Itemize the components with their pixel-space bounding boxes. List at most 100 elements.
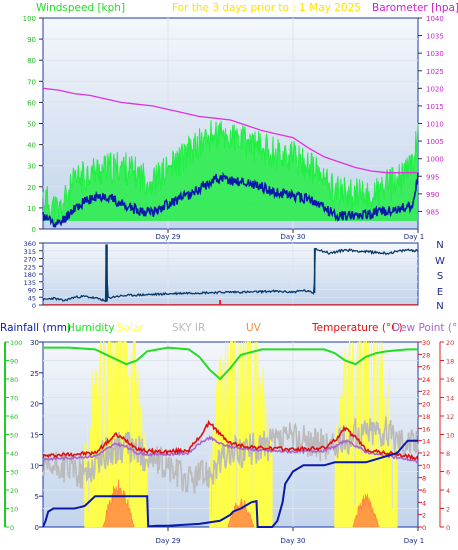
humidity-line xyxy=(43,346,418,381)
compass-label: S xyxy=(437,271,443,282)
temperature-tick-label: 30 xyxy=(422,339,430,347)
compass-label: N xyxy=(436,301,443,312)
x-tick-label: Day 29 xyxy=(156,537,181,545)
windspeed-tick-label: 80 xyxy=(27,57,36,65)
temperature-tick-label: 28 xyxy=(422,351,430,359)
humidity-tick-label: 20 xyxy=(10,487,18,495)
dew-tick-label: 18 xyxy=(446,358,454,366)
direction-tick-label: 225 xyxy=(24,263,36,271)
barometer-line xyxy=(42,87,418,174)
rain-tick-label: 25 xyxy=(30,370,39,378)
barometer-tick-label: 1025 xyxy=(426,68,444,76)
rain-tick-label: 10 xyxy=(30,462,39,470)
direction-tick-label: 45 xyxy=(28,294,36,302)
dew-tick-label: 0 xyxy=(446,524,450,532)
compass-label: W xyxy=(435,256,445,267)
temperature-tick-label: 2 xyxy=(422,512,426,520)
temperature-tick-label: 18 xyxy=(422,413,430,421)
sky-ir-line xyxy=(42,416,419,494)
temperature-tick-label: 10 xyxy=(422,462,430,470)
temperature-tick-label: 24 xyxy=(422,376,430,384)
chart-title: For the 3 days prior to : 1 May 2025 xyxy=(172,2,361,14)
legend-item: Rainfall (mm) xyxy=(0,322,71,334)
barometer-tick-label: 1010 xyxy=(426,121,444,129)
solar-band xyxy=(84,341,148,528)
dew-point-line xyxy=(42,435,419,464)
direction-tick-label: 360 xyxy=(24,240,36,248)
wind-baro-panel: Windspeed [kph] For the 3 days prior to … xyxy=(0,0,458,241)
dew-tick-label: 8 xyxy=(446,450,450,458)
dew-tick-label: 2 xyxy=(446,506,450,514)
dew-tick-label: 6 xyxy=(446,469,450,477)
windspeed-tick-label: 70 xyxy=(27,78,36,86)
humidity-tick-label: 40 xyxy=(10,450,18,458)
dew-tick-label: 4 xyxy=(446,487,450,495)
direction-tick-label: 315 xyxy=(24,248,36,256)
dew-tick-label: 16 xyxy=(446,376,454,384)
x-tick-label: Day 30 xyxy=(281,233,306,241)
humidity-tick-label: 90 xyxy=(10,358,18,366)
temperature-tick-label: 8 xyxy=(422,475,426,483)
uv-band xyxy=(227,498,255,528)
dew-tick-label: 12 xyxy=(446,413,454,421)
legend-item: Solar xyxy=(117,322,144,334)
direction-tick-label: 180 xyxy=(24,271,36,279)
compass-label: E xyxy=(437,287,443,298)
humidity-tick-label: 30 xyxy=(10,469,18,477)
barometer-tick-label: 985 xyxy=(426,208,439,216)
temperature-tick-label: 22 xyxy=(422,388,430,396)
direction-tick-label: 90 xyxy=(28,287,36,295)
legend-item: UV xyxy=(246,322,262,334)
windspeed-tick-label: 40 xyxy=(27,142,36,150)
x-tick-label: Day 29 xyxy=(156,233,181,241)
legend-item: SKY IR xyxy=(172,322,205,334)
humidity-tick-label: 100 xyxy=(10,339,22,347)
rain-tick-label: 15 xyxy=(30,432,39,440)
dew-tick-label: 14 xyxy=(446,395,454,403)
direction-tick-label: 135 xyxy=(24,279,36,287)
humidity-tick-label: 60 xyxy=(10,413,18,421)
barometer-tick-label: 1030 xyxy=(426,50,444,58)
legend-item: Dew Point (°C) xyxy=(392,322,458,334)
barometer-tick-label: 995 xyxy=(426,173,439,181)
barometer-tick-label: 1000 xyxy=(426,156,444,164)
direction-tick-label: 270 xyxy=(24,256,36,264)
windspeed-axis-title: Windspeed [kph] xyxy=(36,2,125,14)
gust-series xyxy=(43,120,418,223)
uv-band xyxy=(102,479,135,528)
temperature-tick-label: 0 xyxy=(422,524,426,532)
windspeed-tick-label: 60 xyxy=(27,99,36,107)
humidity-tick-label: 10 xyxy=(10,506,18,514)
rain-tick-label: 30 xyxy=(30,339,39,347)
average-wind-line xyxy=(42,171,419,228)
windspeed-tick-label: 90 xyxy=(27,36,36,44)
rain-tick-label: 0 xyxy=(35,524,39,532)
uv-band xyxy=(352,493,380,528)
barometer-tick-label: 990 xyxy=(426,191,439,199)
windspeed-tick-label: 30 xyxy=(27,163,36,171)
compass-label: N xyxy=(436,240,443,251)
humidity-tick-label: 50 xyxy=(10,432,18,440)
rain-tick-label: 5 xyxy=(35,493,39,501)
windspeed-tick-label: 10 xyxy=(27,205,36,213)
rainfall-line xyxy=(42,439,418,528)
temperature-tick-label: 6 xyxy=(422,487,426,495)
humidity-tick-label: 80 xyxy=(10,376,18,384)
temperature-tick-label: 26 xyxy=(422,364,430,372)
dew-tick-label: 10 xyxy=(446,432,454,440)
barometer-tick-label: 1005 xyxy=(426,138,444,146)
humidity-tick-label: 0 xyxy=(10,524,14,532)
windspeed-tick-label: 50 xyxy=(27,121,36,129)
temperature-tick-label: 20 xyxy=(422,401,430,409)
legend-item: Humidity xyxy=(67,322,115,334)
x-tick-label: Day 1 xyxy=(404,537,425,545)
gust-line xyxy=(42,120,419,224)
rain-temp-panel: Rainfall (mm)Humidity Solar SKY IR UV Temper… xyxy=(0,322,458,545)
temperature-line xyxy=(42,419,419,461)
rain-tick-label: 20 xyxy=(30,401,39,409)
temperature-tick-label: 12 xyxy=(422,450,430,458)
x-tick-label: Day 30 xyxy=(281,537,306,545)
legend-item: Temperature (°C) xyxy=(311,322,403,334)
